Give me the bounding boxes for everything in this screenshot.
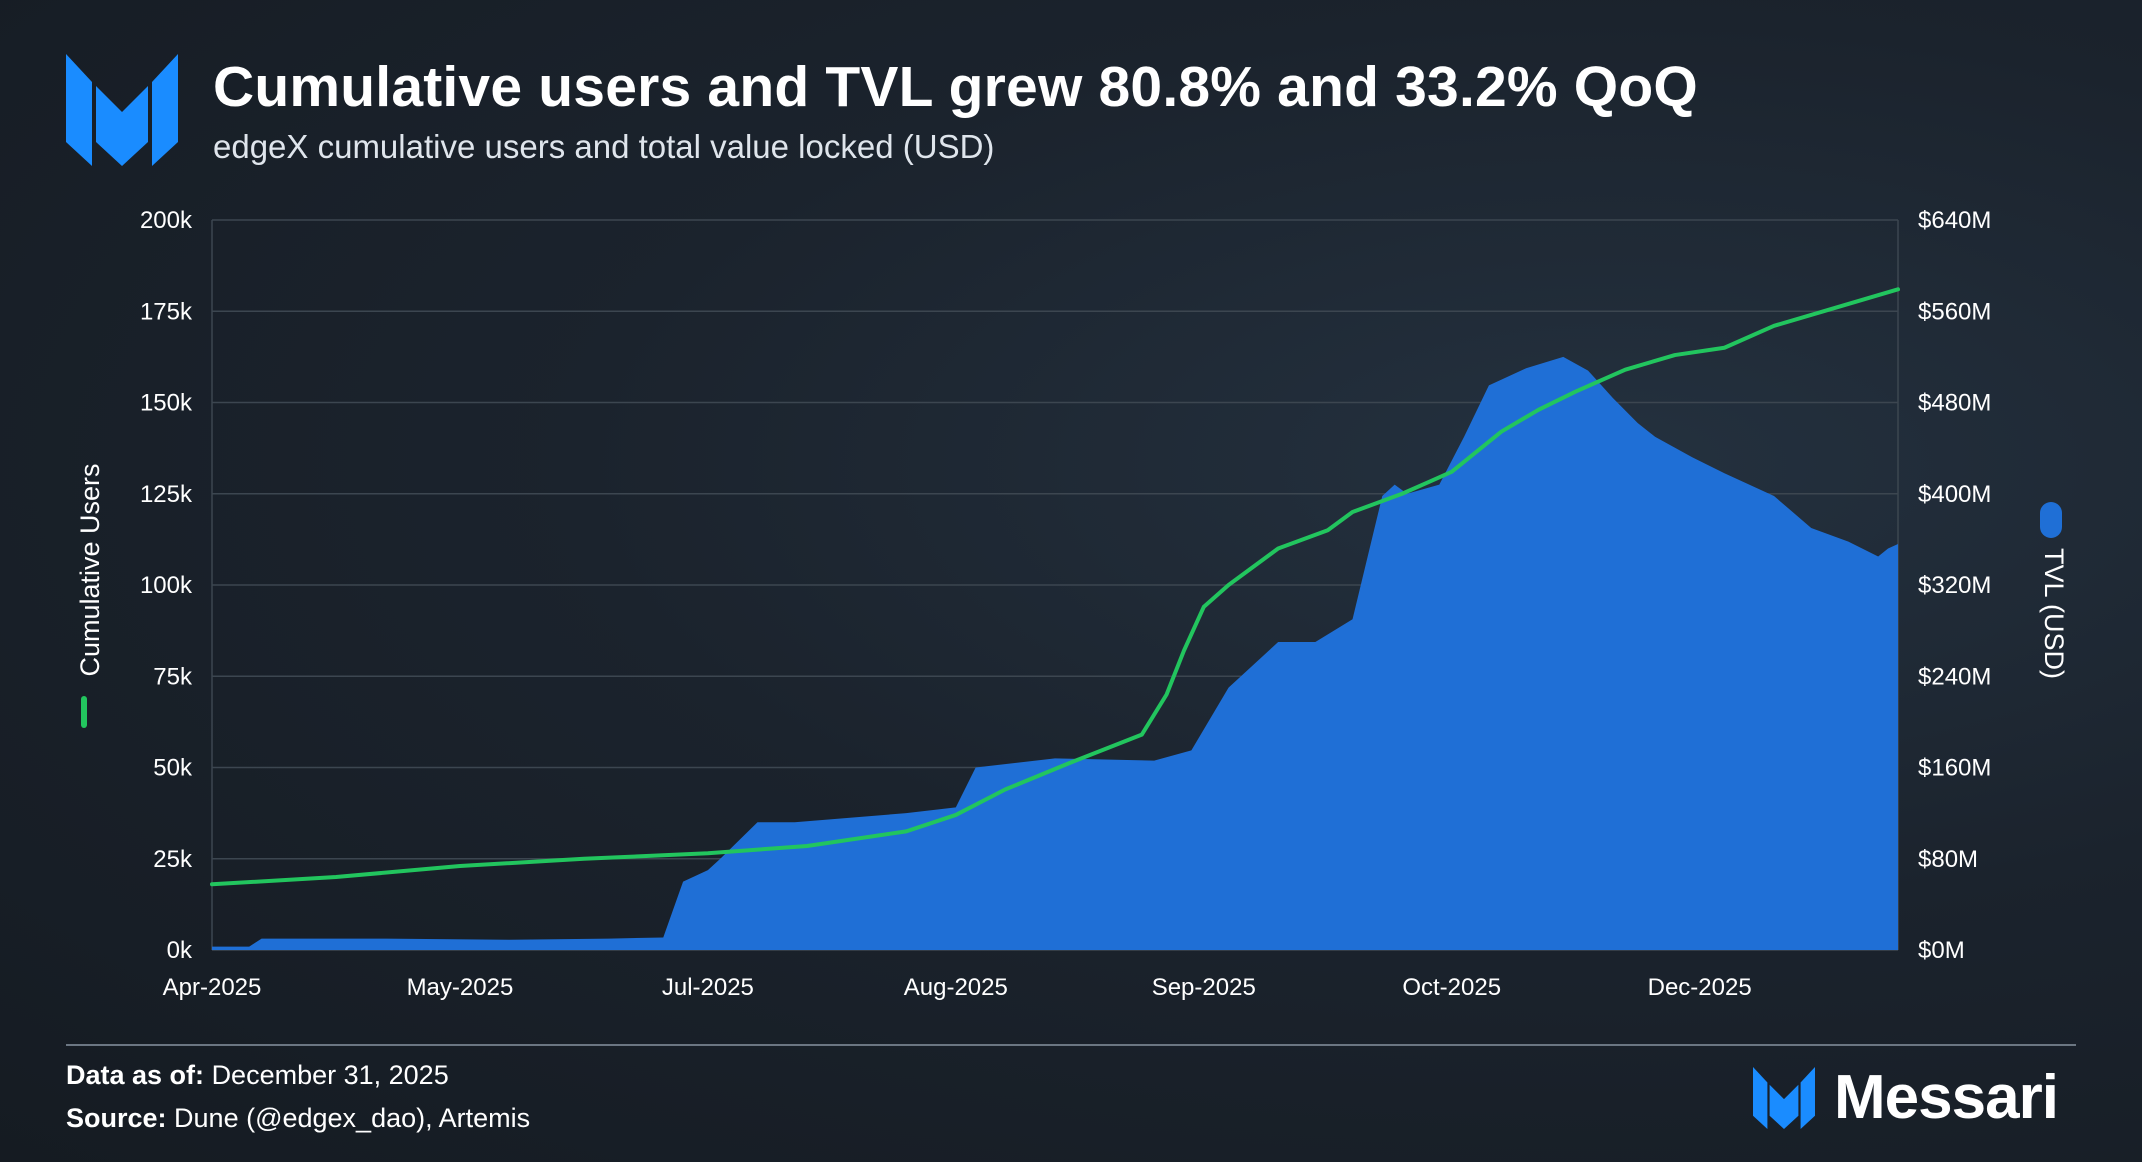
left-tick-label: 0k	[167, 937, 193, 964]
data-as-of: Data as of: December 31, 2025	[66, 1060, 449, 1091]
right-axis-label: TVL (USD)	[2039, 548, 2069, 679]
source-value: Dune (@edgex_dao), Artemis	[174, 1103, 531, 1133]
x-tick-label: Dec-2025	[1648, 974, 1752, 1001]
data-as-of-value: December 31, 2025	[211, 1060, 449, 1090]
right-axis-title: TVL (USD)	[2039, 548, 2069, 679]
left-tick-label: 125k	[140, 481, 193, 508]
right-tick-label: $560M	[1918, 298, 1991, 325]
right-tick-label: $640M	[1918, 207, 1991, 234]
footer-divider	[66, 1044, 2076, 1046]
right-axis-ticks: $0M $80M $160M $240M $320M $400M $480M $560M $64…	[1918, 207, 1991, 964]
x-tick-label: May-2025	[407, 974, 514, 1001]
left-tick-label: 75k	[153, 663, 193, 690]
page-title: Cumulative users and TVL grew 80.8% and …	[213, 55, 1698, 119]
users-legend-swatch	[81, 696, 87, 728]
brand: Messari	[1752, 1062, 2059, 1133]
source-label: Source:	[66, 1103, 167, 1133]
right-tick-label: $160M	[1918, 755, 1991, 782]
tvl-legend-swatch	[2040, 502, 2062, 538]
tvl-area-layer	[212, 356, 1898, 950]
messari-logo-icon	[66, 54, 178, 166]
right-tick-label: $240M	[1918, 663, 1991, 690]
source: Source: Dune (@edgex_dao), Artemis	[66, 1103, 530, 1134]
right-tick-label: $0M	[1918, 937, 1965, 964]
data-as-of-label: Data as of:	[66, 1060, 205, 1090]
left-tick-label: 200k	[140, 207, 193, 234]
x-tick-label: Apr-2025	[163, 974, 262, 1001]
left-axis-title: Cumulative Users	[75, 463, 105, 676]
right-tick-label: $320M	[1918, 572, 1991, 599]
left-tick-label: 100k	[140, 572, 193, 599]
right-tick-label: $480M	[1918, 390, 1991, 417]
x-tick-label: Jul-2025	[662, 974, 754, 1001]
left-tick-label: 25k	[153, 846, 193, 873]
x-tick-label: Oct-2025	[1402, 974, 1501, 1001]
left-tick-label: 50k	[153, 755, 193, 782]
left-tick-label: 175k	[140, 298, 193, 325]
right-tick-label: $400M	[1918, 481, 1991, 508]
left-axis-ticks: 0k 25k 50k 75k 100k 125k 150k 175k 200k	[140, 207, 193, 964]
tvl-area	[212, 356, 1898, 950]
right-tick-label: $80M	[1918, 846, 1978, 873]
users-line	[210, 287, 1900, 887]
messari-brand-icon	[1753, 1066, 1815, 1129]
x-axis-ticks: Apr-2025 May-2025 Jul-2025 Aug-2025 Sep-2025…	[163, 974, 1752, 1001]
brand-name: Messari	[1834, 1063, 2059, 1132]
x-tick-label: Sep-2025	[1152, 974, 1256, 1001]
left-axis-label: Cumulative Users	[75, 463, 105, 676]
page-subtitle: edgeX cumulative users and total value l…	[213, 128, 995, 165]
x-tick-label: Aug-2025	[904, 974, 1008, 1001]
users-line-layer	[210, 287, 1900, 887]
left-tick-label: 150k	[140, 390, 193, 417]
